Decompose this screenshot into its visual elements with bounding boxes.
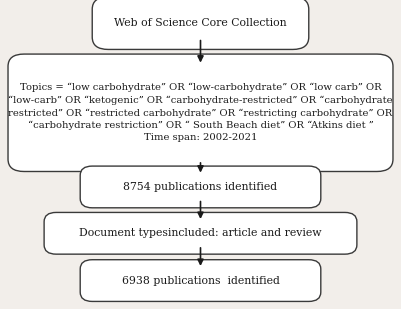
Text: 8754 publications identified: 8754 publications identified bbox=[124, 182, 277, 192]
Text: Document typesincluded: article and review: Document typesincluded: article and revi… bbox=[79, 228, 322, 238]
FancyBboxPatch shape bbox=[44, 213, 357, 254]
FancyBboxPatch shape bbox=[80, 260, 321, 302]
Text: Web of Science Core Collection: Web of Science Core Collection bbox=[114, 18, 287, 28]
FancyBboxPatch shape bbox=[8, 54, 393, 171]
Text: Topics = “low carbohydrate” OR “low-carbohydrate” OR “low carb” OR
“low-carb” OR: Topics = “low carbohydrate” OR “low-carb… bbox=[8, 83, 393, 142]
FancyBboxPatch shape bbox=[92, 0, 309, 49]
Text: 6938 publications  identified: 6938 publications identified bbox=[122, 276, 279, 286]
FancyBboxPatch shape bbox=[80, 166, 321, 208]
